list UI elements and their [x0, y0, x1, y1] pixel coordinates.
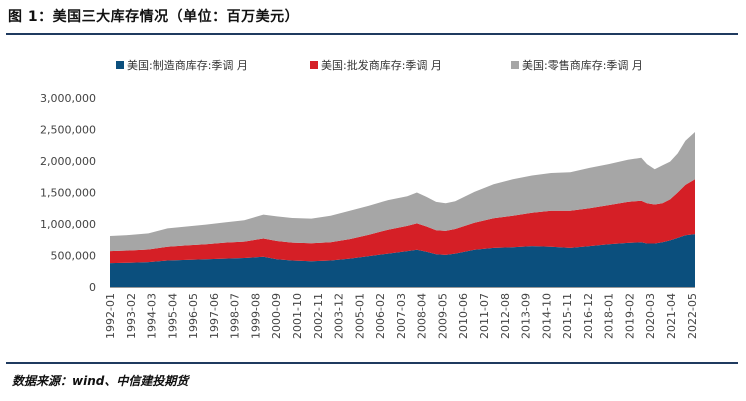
x-tick-label: 2006-02 — [374, 293, 387, 339]
x-tick-label: 2011-07 — [478, 293, 491, 339]
x-tick-label: 1992-01 — [104, 293, 117, 339]
y-axis: 0 500,000 1,000,000 1,500,000 2,000,000 2,500… — [40, 92, 96, 294]
y-tick-label: 1,000,000 — [40, 218, 96, 231]
x-tick-label: 2008-04 — [416, 293, 429, 339]
x-tick-label: 2001-10 — [291, 293, 304, 339]
x-tick-label: 2000-09 — [270, 293, 283, 339]
x-tick-label: 2014-10 — [540, 293, 553, 339]
bottom-rule — [6, 362, 738, 364]
x-tick-label: 2009-05 — [436, 293, 449, 339]
x-axis: 1992-01 1993-02 1994-03 1995-04 1996-05 1997-… — [104, 287, 699, 339]
x-tick-label: 2013-09 — [520, 293, 533, 339]
y-tick-label: 2,000,000 — [40, 155, 96, 168]
top-rule — [6, 33, 738, 35]
y-tick-label: 1,500,000 — [40, 187, 96, 200]
x-tick-label: 2018-01 — [603, 293, 616, 339]
x-tick-label: 2002-11 — [312, 293, 325, 339]
chart-areas — [110, 132, 695, 287]
legend-swatch-1 — [116, 61, 124, 69]
x-tick-label: 2012-08 — [499, 293, 512, 339]
x-tick-label: 1997-06 — [208, 293, 221, 339]
x-tick-label: 2019-02 — [623, 293, 636, 339]
x-tick-label: 2021-04 — [665, 293, 678, 339]
area-series-3 — [110, 132, 695, 252]
stacked-area-chart: 美国:制造商库存:季调 月美国:批发商库存:季调 月美国:零售商库存:季调 月 … — [40, 58, 699, 339]
legend-label-3: 美国:零售商库存:季调 月 — [522, 58, 643, 72]
y-tick-label: 0 — [89, 281, 96, 294]
x-tick-label: 1999-08 — [249, 293, 262, 339]
x-tick-label: 2003-12 — [333, 293, 346, 339]
legend-swatch-2 — [310, 61, 318, 69]
x-tick-label: 1995-04 — [166, 293, 179, 339]
legend-label-1: 美国:制造商库存:季调 月 — [127, 58, 248, 72]
x-tick-label: 2010-06 — [457, 293, 470, 339]
x-tick-label: 2022-05 — [686, 293, 699, 339]
x-tick-label: 2015-11 — [561, 293, 574, 339]
x-tick-label: 2016-12 — [582, 293, 595, 339]
figure-title: 图 1：美国三大库存情况（单位：百万美元） — [8, 9, 300, 25]
chart-legend: 美国:制造商库存:季调 月 美国:批发商库存:季调 月 美国:零售商库存:季调 月 — [116, 58, 643, 72]
x-tick-label: 1993-02 — [125, 293, 138, 339]
x-tick-label: 1996-05 — [187, 293, 200, 339]
source-note: 数据来源：wind、中信建投期货 — [12, 374, 189, 388]
x-tick-label: 2020-03 — [644, 293, 657, 339]
x-tick-label: 2007-03 — [395, 293, 408, 339]
area-series-2 — [110, 179, 695, 264]
x-tick-label: 2005-01 — [353, 293, 366, 339]
y-tick-label: 2,500,000 — [40, 124, 96, 137]
legend-swatch-3 — [511, 61, 519, 69]
y-tick-label: 500,000 — [51, 250, 97, 263]
legend-label-2: 美国:批发商库存:季调 月 — [321, 58, 442, 72]
y-tick-label: 3,000,000 — [40, 92, 96, 105]
area-series-1 — [110, 234, 695, 287]
x-tick-label: 1998-07 — [229, 293, 242, 339]
x-tick-label: 1994-03 — [146, 293, 159, 339]
